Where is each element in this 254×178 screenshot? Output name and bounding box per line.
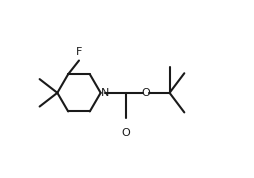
Text: F: F: [76, 47, 82, 57]
Text: N: N: [101, 88, 109, 98]
Text: O: O: [141, 88, 150, 98]
Text: O: O: [122, 128, 131, 138]
